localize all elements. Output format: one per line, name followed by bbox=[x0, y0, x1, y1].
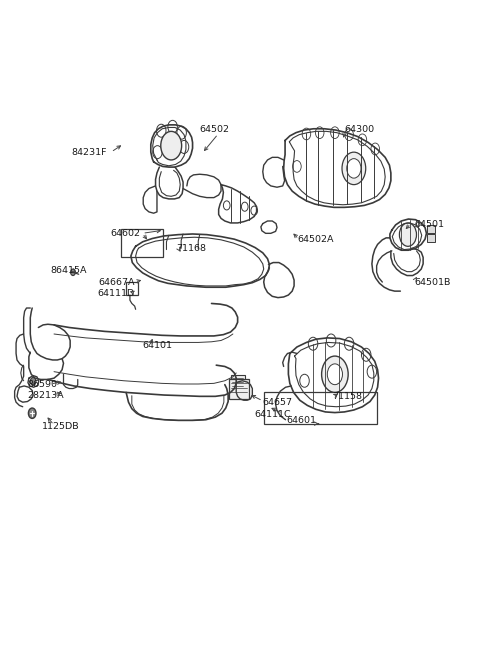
Circle shape bbox=[399, 223, 417, 246]
Circle shape bbox=[331, 127, 339, 138]
Circle shape bbox=[156, 124, 166, 137]
Circle shape bbox=[223, 201, 230, 210]
Text: 71168: 71168 bbox=[176, 244, 206, 253]
Text: 86590: 86590 bbox=[27, 379, 58, 388]
Text: 64111C: 64111C bbox=[254, 410, 291, 419]
Text: 64300: 64300 bbox=[344, 125, 374, 134]
Circle shape bbox=[344, 337, 354, 350]
Circle shape bbox=[179, 140, 189, 153]
Circle shape bbox=[308, 337, 318, 350]
Circle shape bbox=[361, 348, 371, 362]
Circle shape bbox=[326, 334, 336, 347]
Text: 71158: 71158 bbox=[333, 392, 362, 402]
Circle shape bbox=[300, 374, 309, 387]
Text: 64501: 64501 bbox=[415, 220, 444, 229]
Circle shape bbox=[371, 143, 380, 155]
Circle shape bbox=[251, 206, 258, 215]
Circle shape bbox=[345, 129, 353, 140]
Text: 64101: 64101 bbox=[143, 341, 173, 350]
Bar bbox=[126, 282, 138, 295]
Bar bbox=[427, 234, 435, 242]
Circle shape bbox=[161, 132, 181, 160]
Text: 84231F: 84231F bbox=[72, 147, 107, 157]
Text: 64657: 64657 bbox=[263, 398, 293, 407]
Text: 64501B: 64501B bbox=[415, 278, 451, 286]
Circle shape bbox=[358, 134, 367, 145]
Circle shape bbox=[302, 128, 311, 140]
Text: 64502A: 64502A bbox=[297, 234, 334, 244]
Circle shape bbox=[168, 121, 178, 134]
Bar bbox=[228, 379, 249, 399]
Text: 64111D: 64111D bbox=[97, 289, 135, 297]
Text: 1125DB: 1125DB bbox=[42, 422, 79, 431]
Circle shape bbox=[327, 364, 342, 384]
Text: 86415A: 86415A bbox=[50, 266, 87, 275]
Bar bbox=[427, 225, 435, 233]
Circle shape bbox=[177, 126, 186, 139]
Text: 28213A: 28213A bbox=[27, 390, 64, 400]
Text: 64667A: 64667A bbox=[98, 278, 135, 286]
Bar bbox=[121, 229, 163, 257]
Circle shape bbox=[30, 377, 36, 385]
Text: 64602: 64602 bbox=[110, 229, 140, 238]
Bar bbox=[264, 392, 377, 424]
Circle shape bbox=[71, 269, 75, 276]
Circle shape bbox=[153, 145, 162, 159]
Circle shape bbox=[322, 356, 348, 392]
Bar bbox=[230, 375, 245, 389]
Circle shape bbox=[367, 365, 377, 378]
Circle shape bbox=[347, 159, 361, 178]
Text: 64502: 64502 bbox=[199, 125, 229, 134]
Circle shape bbox=[293, 160, 301, 172]
Circle shape bbox=[28, 408, 36, 419]
Circle shape bbox=[241, 202, 248, 212]
Text: 64601: 64601 bbox=[287, 416, 317, 425]
Circle shape bbox=[342, 152, 366, 185]
Circle shape bbox=[315, 127, 324, 138]
